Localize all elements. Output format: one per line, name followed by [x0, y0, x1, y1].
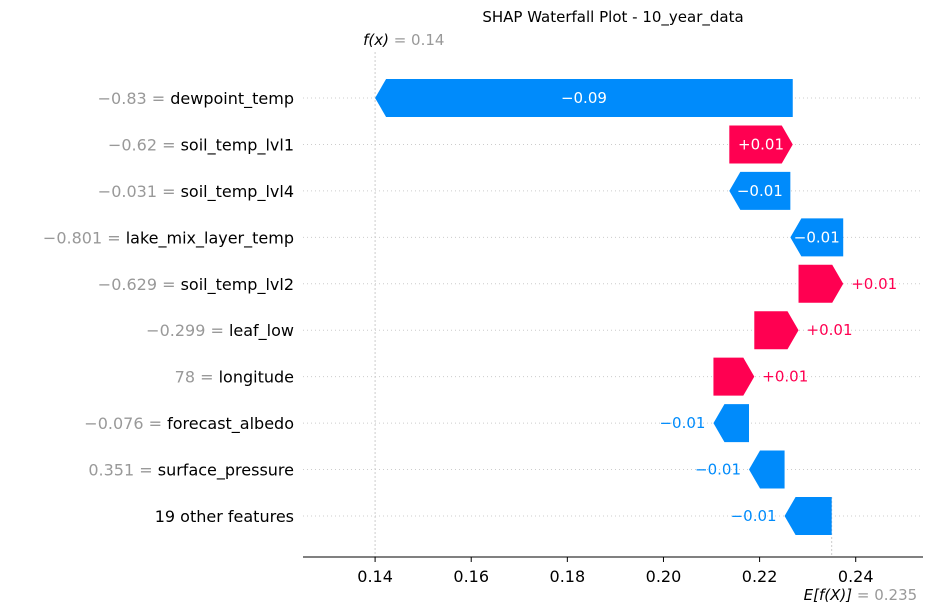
feature-value: −0.629 =	[98, 275, 181, 294]
x-tick-label: 0.22	[742, 567, 778, 586]
feature-label: −0.031 = soil_temp_lvl4	[98, 182, 294, 202]
feature-label: 19 other features	[155, 507, 294, 526]
feature-value: 0.351 =	[88, 461, 157, 480]
feature-label: −0.801 = lake_mix_layer_temp	[43, 228, 294, 248]
waterfall-bar-lake_mix_layer_temp	[790, 218, 844, 257]
waterfall-bar-longitude	[713, 357, 755, 396]
x-tick-label: 0.24	[838, 567, 874, 586]
feature-value: −0.801 =	[43, 228, 126, 247]
waterfall-bar-forecast_albedo	[713, 404, 750, 443]
feature-value: 78 =	[175, 368, 219, 387]
bars-layer: −0.09 +0.01 −0.01 −0.01 +0.01 +0.01 +0.01 −0.01…	[375, 79, 897, 535]
x-tick-label: 0.16	[453, 567, 489, 586]
feature-value: −0.031 =	[98, 182, 181, 201]
x-axis: 0.14 0.16 0.18 0.20 0.22 0.24	[303, 556, 923, 586]
waterfall-bar-dewpoint_temp	[375, 79, 793, 117]
feature-name: soil_temp_lvl2	[181, 275, 294, 295]
efx-value: = 0.235	[852, 586, 917, 604]
feature-name: dewpoint_temp	[170, 89, 294, 109]
feature-label: −0.629 = soil_temp_lvl2	[98, 275, 294, 295]
feature-label: −0.299 = leaf_low	[146, 321, 294, 341]
feature-value: −0.62 =	[108, 135, 181, 154]
feature-labels-layer: −0.83 = dewpoint_temp −0.62 = soil_temp_l…	[43, 89, 294, 526]
feature-name: soil_temp_lvl4	[181, 182, 294, 202]
feature-value: −0.83 =	[98, 89, 171, 108]
fx-name: f(x)	[363, 31, 389, 49]
feature-name: soil_temp_lvl1	[181, 135, 294, 155]
feature-value: −0.299 =	[146, 321, 229, 340]
x-tick-label: 0.18	[550, 567, 586, 586]
fx-label: f(x) = 0.14	[363, 31, 444, 49]
bar-value-label: −0.01	[695, 461, 741, 479]
feature-name: leaf_low	[229, 321, 294, 341]
waterfall-bar-surface_pressure	[749, 450, 785, 489]
bar-value-label: +0.01	[738, 135, 784, 153]
grid-layer	[303, 52, 923, 557]
x-tick-label: 0.14	[357, 567, 393, 586]
feature-label: 78 = longitude	[175, 368, 294, 387]
bar-value-label: −0.01	[794, 228, 840, 246]
feature-label: 0.351 = surface_pressure	[88, 461, 294, 481]
bar-value-label: +0.01	[807, 321, 853, 339]
waterfall-bar-19-other-features	[784, 496, 832, 535]
feature-name: forecast_albedo	[167, 414, 294, 434]
x-tick-label: 0.20	[646, 567, 682, 586]
waterfall-bar-leaf_low	[754, 311, 799, 350]
fx-annotation: f(x) = 0.14	[363, 31, 444, 49]
feature-name: surface_pressure	[158, 461, 294, 481]
efx-label: E[f(X)] = 0.235	[804, 586, 918, 604]
waterfall-bar-soil_temp_lvl1	[729, 125, 793, 164]
efx-name: E[f(X)]	[804, 586, 853, 604]
feature-label: −0.62 = soil_temp_lvl1	[108, 135, 294, 155]
bar-value-label: −0.01	[737, 182, 783, 200]
efx-annotation: E[f(X)] = 0.235	[804, 586, 918, 604]
feature-name: longitude	[219, 368, 294, 387]
bar-value-label: +0.01	[851, 275, 897, 293]
waterfall-bar-soil_temp_lvl2	[798, 264, 844, 303]
feature-label: −0.83 = dewpoint_temp	[98, 89, 294, 109]
fx-value: = 0.14	[389, 31, 445, 49]
feature-name: lake_mix_layer_temp	[126, 228, 294, 248]
feature-value: −0.076 =	[84, 414, 167, 433]
feature-label: −0.076 = forecast_albedo	[84, 414, 294, 434]
bar-value-label: −0.01	[659, 414, 705, 432]
bar-value-label: −0.09	[561, 89, 607, 107]
bar-value-label: −0.01	[731, 507, 777, 525]
bar-value-label: +0.01	[762, 368, 808, 386]
chart-title: SHAP Waterfall Plot - 10_year_data	[482, 8, 743, 27]
waterfall-bar-soil_temp_lvl4	[729, 171, 791, 210]
feature-name: 19 other features	[155, 507, 294, 526]
